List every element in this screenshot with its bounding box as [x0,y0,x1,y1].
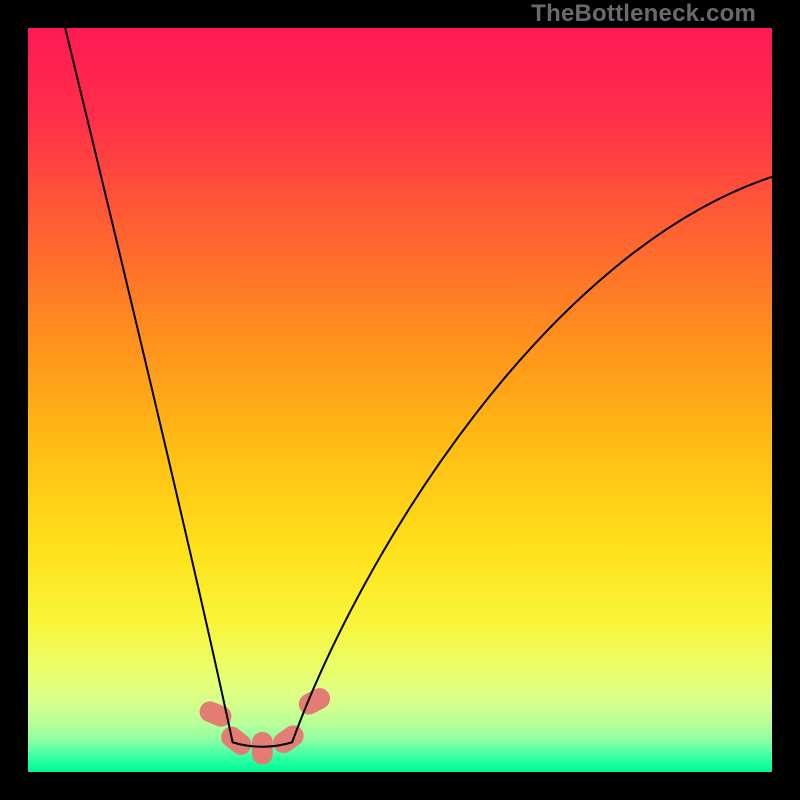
watermark-text: TheBottleneck.com [531,0,756,28]
plot-area [28,28,772,772]
curve-marker [252,732,273,765]
heatmap-background [28,28,772,772]
